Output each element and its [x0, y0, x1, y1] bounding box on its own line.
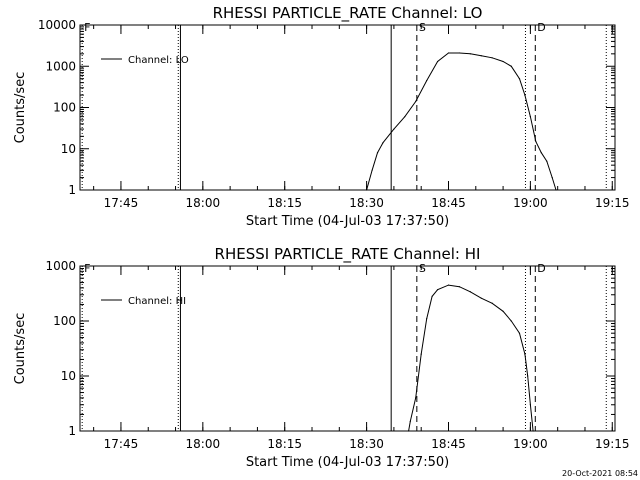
x-axis-label: Start Time (04-Jul-03 17:37:50) — [246, 214, 449, 229]
data-point — [426, 79, 428, 82]
data-point — [502, 310, 504, 312]
plot-frame — [79, 24, 616, 191]
data-point — [524, 353, 526, 355]
y-axis-label: Counts/sec — [13, 313, 28, 385]
data-point — [518, 332, 521, 334]
chart-panel-hi: RHESSI PARTICLE_RATE Channel: HI Counts/s… — [13, 245, 630, 470]
data-point — [436, 60, 439, 63]
data-point — [404, 116, 406, 118]
data-point — [447, 52, 450, 54]
x-tick-label: 17:45 — [104, 196, 139, 210]
y-axis-label: Counts/sec — [13, 72, 28, 144]
data-point — [469, 53, 471, 55]
data-point — [510, 320, 512, 322]
event-marker-label: F — [84, 262, 90, 275]
data-point — [420, 353, 422, 355]
data-point — [415, 100, 417, 103]
chart-title: RHESSI PARTICLE_RATE Channel: LO — [213, 4, 483, 23]
series-line-channel-hi — [408, 284, 534, 432]
data-point — [480, 55, 482, 57]
x-tick-label: 19:00 — [513, 196, 548, 210]
data-point — [551, 176, 553, 179]
data-point — [469, 291, 471, 293]
chart-panel-lo: RHESSI PARTICLE_RATE Channel: LO Counts/s… — [13, 4, 630, 229]
data-point — [555, 189, 557, 191]
x-axis-label: Start Time (04-Jul-03 17:37:50) — [246, 455, 449, 470]
y-tick-label: 1000 — [45, 259, 76, 273]
data-point — [415, 397, 417, 399]
x-tick-label: 18:30 — [349, 196, 384, 210]
y-tick-label: 1 — [68, 183, 76, 197]
data-point — [393, 128, 395, 130]
data-point — [529, 404, 531, 406]
data-point — [409, 420, 411, 422]
event-marker-label: S — [419, 262, 426, 275]
x-tick-label: 18:15 — [267, 437, 302, 451]
x-tick-label: 19:00 — [513, 437, 548, 451]
x-tick-label: 17:45 — [104, 437, 139, 451]
data-point — [366, 189, 368, 191]
x-tick-label: 18:45 — [431, 437, 466, 451]
data-point — [502, 60, 504, 63]
x-tick-label: 19:15 — [595, 196, 630, 210]
x-tick-label: 18:15 — [267, 196, 302, 210]
data-point — [524, 94, 526, 96]
data-point — [371, 169, 373, 171]
data-point — [447, 284, 450, 286]
x-tick-label: 18:30 — [349, 437, 384, 451]
legend-label: Channel: HI — [128, 296, 186, 307]
chart-title: RHESSI PARTICLE_RATE Channel: HI — [215, 245, 481, 264]
data-point — [546, 160, 548, 162]
y-tick-label: 1 — [68, 424, 76, 438]
data-point — [458, 286, 461, 288]
data-point — [491, 302, 493, 304]
data-point — [527, 375, 529, 377]
event-marker-label: D — [537, 21, 545, 34]
data-point — [436, 289, 439, 291]
y-tick-label: 10 — [61, 369, 76, 383]
data-point — [518, 78, 521, 80]
data-point — [431, 295, 433, 298]
y-tick-label: 10 — [61, 142, 76, 156]
data-point — [529, 116, 531, 118]
data-point — [540, 152, 542, 154]
y-tick-label: 100 — [53, 101, 76, 115]
event-marker-label: F — [84, 21, 90, 34]
x-tick-label: 18:00 — [186, 437, 221, 451]
data-point — [491, 57, 493, 59]
data-point — [382, 142, 384, 144]
x-tick-label: 18:00 — [186, 196, 221, 210]
y-tick-label: 10000 — [38, 18, 76, 32]
y-tick-label: 1000 — [45, 59, 76, 73]
y-tick-label: 100 — [53, 314, 76, 328]
data-point — [532, 430, 534, 432]
x-tick-label: 19:15 — [595, 437, 630, 451]
data-point — [535, 140, 537, 143]
plot-frame — [79, 265, 616, 432]
data-point — [510, 65, 512, 67]
event-marker-label: D — [537, 262, 545, 275]
data-point — [480, 297, 482, 299]
x-tick-label: 18:45 — [431, 196, 466, 210]
legend-label: Channel: LO — [128, 55, 189, 66]
data-point — [408, 430, 410, 432]
data-point — [458, 52, 461, 54]
data-point — [426, 318, 428, 320]
series-line-channel-lo — [366, 52, 557, 191]
data-point — [376, 152, 379, 154]
footer-timestamp: 20-Oct-2021 08:54 — [562, 469, 638, 478]
event-marker-label: S — [419, 21, 426, 34]
